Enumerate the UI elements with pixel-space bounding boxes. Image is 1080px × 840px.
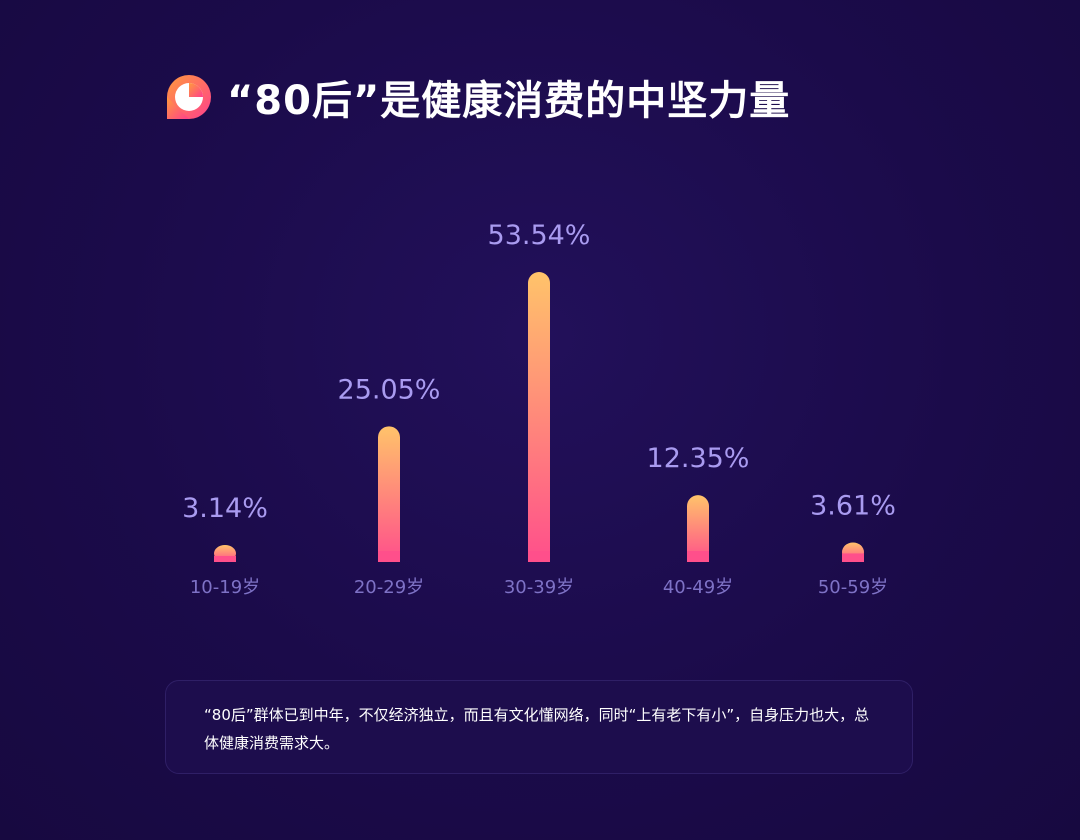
category-label-1: 20-29岁: [354, 577, 424, 598]
pie-chart-icon: [167, 75, 211, 119]
bar-base-3: [687, 551, 709, 562]
value-label-2: 53.54%: [488, 220, 591, 251]
bar-base-0: [214, 555, 236, 562]
value-label-1: 25.05%: [338, 374, 441, 405]
chart-title: “80后”是健康消费的中坚力量: [227, 78, 791, 124]
title-row: “80后”是健康消费的中坚力量: [163, 62, 790, 132]
bar-2: [528, 272, 550, 562]
note-box: “80后”群体已到中年，不仅经济独立，而且有文化懂网络，同时“上有老下有小”，自…: [165, 680, 913, 774]
bar-base-1: [378, 551, 400, 562]
category-label-0: 10-19岁: [190, 577, 260, 598]
category-label-2: 30-39岁: [504, 577, 574, 598]
bar-3: [687, 495, 709, 562]
bar-base-2: [528, 551, 550, 562]
value-label-0: 3.14%: [182, 493, 268, 524]
bar-1: [378, 426, 400, 562]
category-label-3: 40-49岁: [663, 577, 733, 598]
category-label-4: 50-59岁: [818, 577, 888, 598]
value-label-3: 12.35%: [647, 443, 750, 474]
bar-base-4: [842, 553, 864, 562]
value-label-4: 3.61%: [810, 490, 896, 521]
note-text: “80后”群体已到中年，不仅经济独立，而且有文化懂网络，同时“上有老下有小”，自…: [204, 706, 870, 752]
bars-layer: 3.14% 10-19岁 25.05% 20-29岁 53.54% 30-39岁 12.35…: [182, 220, 896, 598]
